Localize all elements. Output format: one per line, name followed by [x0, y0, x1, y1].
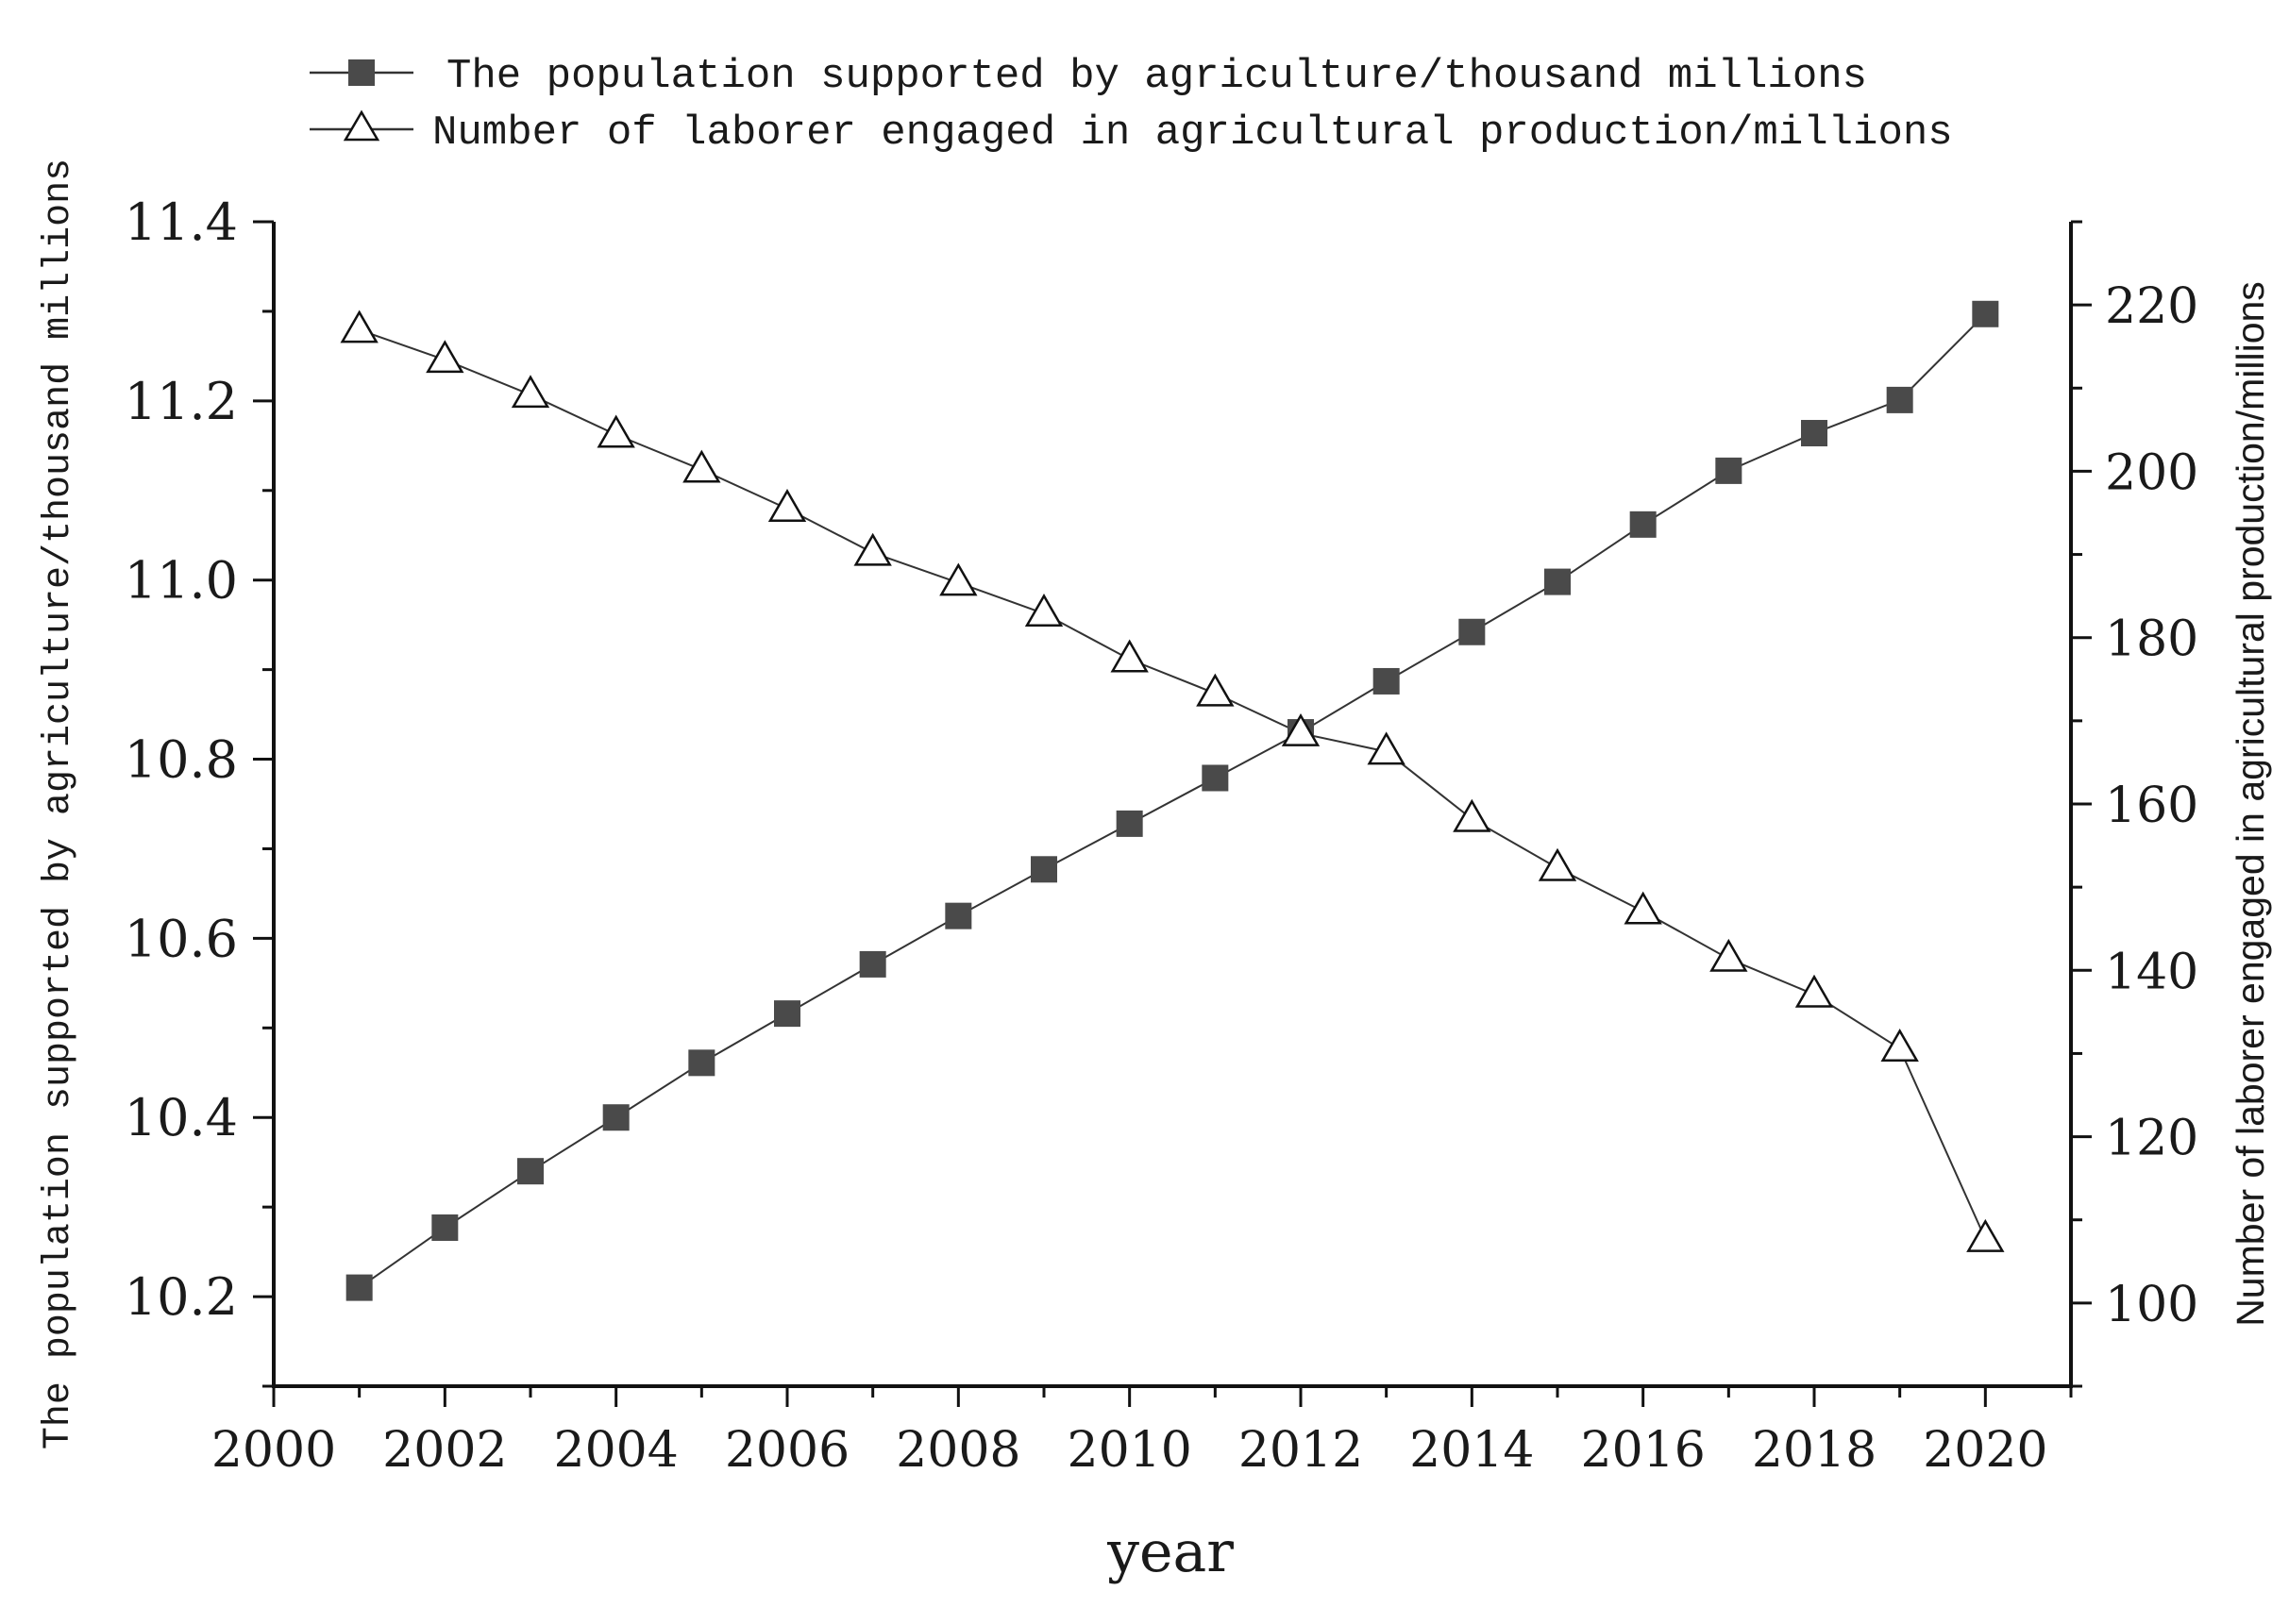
left-y-tick-label: 10.6 [125, 909, 238, 968]
laborers-point [1110, 639, 1149, 673]
x-axis-title: year [1106, 1519, 1234, 1585]
population-point [431, 1214, 459, 1241]
laborers-point [682, 449, 721, 483]
population-point [688, 1049, 715, 1077]
right-y-tick-label: 180 [2105, 611, 2198, 668]
left-y-axis-title: The population supported by agriculture/… [38, 159, 80, 1449]
right-y-axis-title: Number of laborer engaged in agricultura… [2229, 281, 2272, 1327]
left-y-tick-label: 10.4 [125, 1088, 238, 1147]
laborers-point [1196, 673, 1235, 707]
population-point [1544, 568, 1571, 595]
ticks [253, 220, 2092, 1407]
laborers-point [426, 340, 464, 374]
right-y-tick-label: 140 [2105, 944, 2198, 1000]
population-point [1202, 764, 1229, 792]
laborers-point [853, 532, 892, 566]
x-tick-label: 2006 [725, 1422, 850, 1479]
left-y-tick-label: 11.2 [125, 372, 238, 431]
legend-square-marker-icon [348, 59, 375, 86]
laborers-point [340, 310, 379, 343]
laborers-point [939, 562, 978, 596]
left-y-tick-label: 10.8 [125, 730, 238, 790]
laborers-point [1880, 1029, 1919, 1062]
laborers-point [1024, 594, 1064, 628]
population-point [517, 1158, 544, 1185]
population-point [345, 1274, 373, 1301]
legend-entry-population: The population supported by agriculture/… [310, 53, 1867, 100]
population-point [1972, 300, 1999, 327]
right-y-tick-label: 200 [2105, 444, 2198, 501]
population-point [1031, 856, 1057, 883]
legend-label-population: The population supported by agriculture/… [446, 53, 1867, 100]
laborers-point [1624, 891, 1662, 925]
x-tick-label: 2008 [896, 1422, 1020, 1479]
laborers-point [767, 488, 807, 522]
left-y-tick-label: 11.0 [125, 551, 238, 611]
x-tick-label: 2014 [1409, 1422, 1534, 1479]
left-y-tick-label: 11.4 [125, 193, 238, 252]
laborers-point [1281, 712, 1321, 746]
laborers-point [1453, 798, 1491, 832]
laborers-point [511, 375, 550, 409]
population-point [1372, 667, 1400, 695]
laborers-point [1367, 731, 1405, 765]
x-tick-label: 2020 [1923, 1422, 2047, 1479]
population-point [1801, 420, 1827, 447]
laborers-point [1538, 847, 1577, 881]
x-tick-label: 2000 [211, 1422, 336, 1479]
population-point [1629, 511, 1657, 538]
population-point [859, 950, 886, 978]
population-point [1715, 457, 1742, 484]
right-y-tick-label: 100 [2105, 1277, 2198, 1333]
population-point [602, 1104, 630, 1131]
x-tick-label: 2002 [382, 1422, 507, 1479]
population-point [945, 902, 972, 929]
left-y-tick-label: 10.2 [125, 1267, 238, 1327]
laborers-point [1966, 1218, 2005, 1252]
right-y-tick-label: 120 [2105, 1111, 2198, 1167]
legend-label-laborers: Number of laborer engaged in agricultura… [432, 109, 1953, 157]
population-point [1116, 810, 1143, 837]
x-tick-label: 2018 [1752, 1422, 1877, 1479]
x-tick-label: 2012 [1238, 1422, 1363, 1479]
laborers-point [1794, 974, 1834, 1008]
series-markers [340, 300, 2005, 1301]
population-point [1458, 618, 1486, 645]
legend-triangle-marker-icon [343, 109, 380, 142]
legend: The population supported by agriculture/… [310, 53, 1953, 157]
laborers-point [1709, 938, 1748, 972]
population-point [1886, 386, 1913, 413]
population-point [774, 1000, 800, 1028]
legend-entry-laborers: Number of laborer engaged in agricultura… [310, 109, 1953, 157]
laborers-point [597, 414, 635, 448]
right-y-tick-label: 160 [2105, 778, 2198, 834]
series-line-population [359, 313, 1987, 1289]
right-y-tick-label: 220 [2105, 278, 2198, 335]
tick-labels: 2000 2002 2004 2006 2008 2010 2012 2014 2016 2018… [125, 193, 2199, 1479]
x-tick-label: 2004 [553, 1422, 678, 1479]
x-tick-label: 2016 [1580, 1422, 1705, 1479]
x-tick-label: 2010 [1067, 1422, 1191, 1479]
